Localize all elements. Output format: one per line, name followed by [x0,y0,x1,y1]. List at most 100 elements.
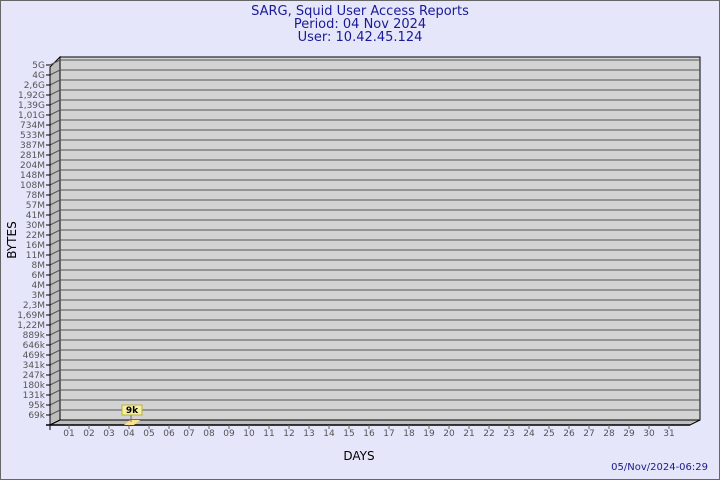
x-tick-label: 01 [63,429,74,439]
gridline-side [49,359,61,366]
x-tick-label: 23 [503,429,514,439]
x-tick-label: 16 [363,429,375,439]
x-tick-label: 02 [83,429,94,439]
x-tick-label: 14 [323,429,335,439]
y-tick-label: 57M [26,201,45,211]
gridline-side [49,219,61,226]
y-tick-label: 1,69M [17,311,45,321]
gridline-side [49,259,61,266]
gridline-side [49,369,61,376]
y-tick-label: 247k [23,371,46,381]
gridline-side [49,139,61,146]
x-tick-label: 19 [423,429,435,439]
gridline-side [49,339,61,346]
y-tick-label: 131k [23,391,46,401]
gridline-side [49,159,61,166]
y-tick-label: 1,39G [18,101,45,111]
y-tick-label: 889k [23,331,46,341]
data-label-box [121,404,143,416]
x-tick-label: 13 [303,429,314,439]
gridline-side [49,229,61,236]
y-tick-label: 469k [23,351,46,361]
y-tick-label: 281M [20,151,45,161]
gridline-side [49,289,61,296]
x-tick-label: 04 [123,429,135,439]
chart-user: User: 10.42.45.124 [298,30,423,45]
gridline-side [49,89,61,96]
gridline-side [49,149,61,156]
gridline-side [49,349,61,356]
y-tick-label: 69k [28,411,45,421]
x-tick-label: 20 [443,429,455,439]
y-tick-label: 180k [23,381,46,391]
gridline-side [49,399,61,406]
x-tick-label: 10 [243,429,255,439]
x-tick-label: 17 [383,429,394,439]
y-tick-label: 1,01G [18,111,45,121]
chart-title: SARG, Squid User Access Reports [251,4,469,19]
y-tick-label: 41M [26,211,45,221]
y-tick-label: 533M [20,131,45,141]
x-tick-label: 06 [163,429,175,439]
y-tick-label: 387M [20,141,45,151]
x-tick-label: 22 [483,429,494,439]
y-tick-label: 5G [32,61,45,71]
x-tick-label: 03 [103,429,114,439]
gridline-side [49,129,61,136]
y-tick-label: 341k [23,361,46,371]
y-tick-label: 148M [20,171,45,181]
y-tick-label: 30M [26,221,45,231]
gridline-side [49,249,61,256]
x-tick-label: 07 [183,429,194,439]
x-tick-label: 12 [283,429,294,439]
gridline-side [49,179,61,186]
gridline-side [49,279,61,286]
y-tick-label: 1,22M [17,321,45,331]
chart-period: Period: 04 Nov 2024 [294,17,426,32]
gridline-side [49,109,61,116]
x-tick-label: 09 [223,429,235,439]
y-tick-label: 6M [32,271,46,281]
gridline-side [49,169,61,176]
x-axis-label: DAYS [343,449,374,463]
x-tick-label: 31 [663,429,674,439]
y-tick-label: 8M [32,261,46,271]
gridline-side [49,69,61,76]
x-tick-label: 24 [523,429,535,439]
y-tick-label: 11M [26,251,45,261]
x-tick-label: 15 [343,429,354,439]
y-tick-label: 4M [32,281,46,291]
x-tick-label: 11 [263,429,274,439]
y-tick-label: 2,3M [23,301,45,311]
gridline-side [49,269,61,276]
data-label: 9k [126,406,139,416]
timestamp: 05/Nov/2024-06:29 [611,462,708,473]
y-tick-label: 95k [28,401,45,411]
x-tick-label: 27 [583,429,594,439]
y-tick-label: 2,6G [24,81,45,91]
y-tick-label: 204M [20,161,45,171]
gridline-side [49,309,61,316]
gridline-side [49,119,61,126]
y-tick-label: 646k [23,341,46,351]
gridline-side [49,99,61,106]
x-tick-label: 26 [563,429,575,439]
gridline-side [49,59,61,66]
gridline-side [49,239,61,246]
gridline-side [49,329,61,336]
y-axis-label: BYTES [5,221,19,258]
x-tick-label: 18 [403,429,415,439]
y-tick-label: 22M [26,231,45,241]
y-tick-label: 1,92G [18,91,45,101]
y-tick-label: 16M [26,241,45,251]
y-tick-label: 78M [26,191,45,201]
gridline-side [49,189,61,196]
y-tick-label: 3M [32,291,46,301]
back-wall [59,56,701,421]
gridline-side [49,409,61,416]
bar-day-04 [124,420,140,425]
gridline-side [49,379,61,386]
x-tick-label: 30 [643,429,655,439]
gridline-side [49,299,61,306]
gridline-side [49,79,61,86]
